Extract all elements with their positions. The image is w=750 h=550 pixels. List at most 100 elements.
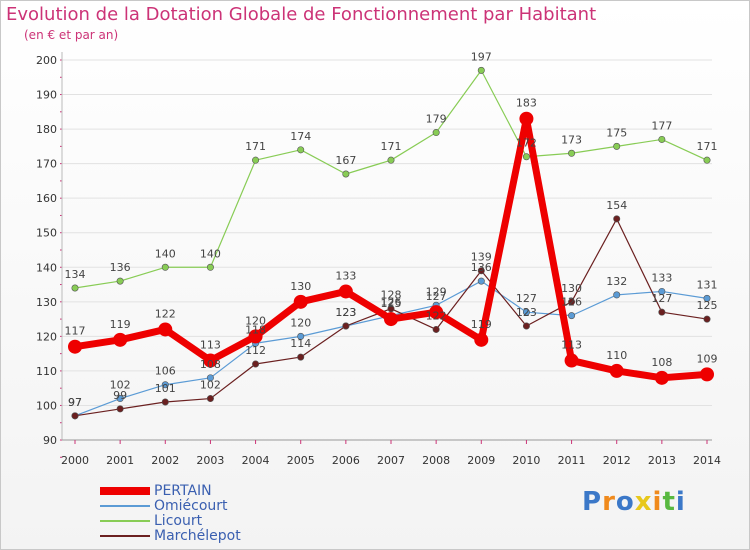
data-label-omiecourt: 102 [110,379,131,392]
y-tick-label: 150 [36,227,57,240]
x-tick-label: 2008 [422,454,450,467]
y-tick-label: 130 [36,296,57,309]
data-label-pertain: 133 [335,269,356,282]
data-point-pertain [293,294,308,309]
data-point-omiecourt [703,294,711,302]
data-point-omiecourt [477,277,485,285]
y-tick-label: 200 [36,54,57,67]
data-label-omiecourt: 108 [200,358,221,371]
data-label-omiecourt: 131 [697,278,718,291]
x-tick-label: 2003 [196,454,224,467]
data-label-pertain: 130 [290,280,311,293]
data-label-marchelepot: 114 [290,337,311,350]
data-label-licourt: 197 [471,50,492,63]
data-point-marchelepot [568,298,576,306]
data-label-pertain: 127 [426,290,447,303]
data-point-pertain [474,332,489,347]
data-point-pertain [338,284,353,299]
data-label-omiecourt: 126 [561,296,582,309]
data-label-marchelepot: 123 [335,306,356,319]
data-label-omiecourt: 133 [651,271,672,284]
data-point-pertain [429,305,444,320]
legend-label: Marchélepot [154,528,241,544]
x-tick-label: 2005 [287,454,315,467]
data-label-marchelepot: 125 [697,299,718,312]
data-point-licourt [71,284,79,292]
x-tick-label: 2004 [242,454,270,467]
data-point-pertain [248,329,263,344]
data-point-licourt [703,156,711,164]
data-point-pertain [203,353,218,368]
data-point-marchelepot [161,398,169,406]
data-point-pertain [519,111,534,126]
x-tick-label: 2010 [512,454,540,467]
data-point-marchelepot [206,395,214,403]
data-point-marchelepot [432,325,440,333]
data-label-marchelepot: 130 [561,282,582,295]
data-point-pertain [68,339,82,354]
data-point-licourt [568,149,576,157]
data-label-omiecourt: 127 [516,292,537,305]
data-point-omiecourt [297,332,305,340]
y-tick-label: 170 [36,158,57,171]
x-tick-label: 2014 [693,454,721,467]
x-tick-label: 2012 [603,454,631,467]
logo-letter: i [675,487,686,517]
logo-letter: P [582,487,603,517]
data-label-omiecourt: 118 [245,323,266,336]
data-label-omiecourt: 120 [290,316,311,329]
data-label-licourt: 171 [381,140,402,153]
legend-swatch [100,520,150,522]
data-point-licourt [342,170,350,178]
chart-title: Evolution de la Dotation Globale de Fonc… [6,4,597,25]
data-point-omiecourt [568,312,576,320]
data-label-omiecourt: 136 [471,261,492,274]
data-point-pertain [384,312,398,327]
data-point-licourt [252,156,260,164]
data-label-pertain: 109 [697,352,718,365]
data-label-licourt: 171 [245,140,266,153]
data-point-pertain [700,367,714,382]
data-label-licourt: 172 [516,137,537,150]
data-point-licourt [387,156,395,164]
data-point-marchelepot [342,322,350,330]
logo-letter: i [652,487,663,517]
data-label-licourt: 175 [606,126,627,139]
data-label-licourt: 167 [335,154,356,167]
data-label-pertain: 119 [110,318,131,331]
x-tick-label: 2013 [648,454,676,467]
legend-swatch [100,487,150,495]
data-label-marchelepot: 128 [381,289,402,302]
data-label-pertain: 110 [606,349,627,362]
data-label-pertain: 119 [471,318,492,331]
data-label-pertain: 120 [245,314,266,327]
x-tick-label: 2002 [151,454,179,467]
legend-swatch [100,535,150,537]
data-point-marchelepot [658,308,666,316]
data-point-licourt [658,135,666,143]
y-tick-label: 120 [36,330,57,343]
legend-label: Licourt [154,513,203,529]
data-label-pertain: 113 [200,339,221,352]
data-label-marchelepot: 99 [113,389,127,402]
data-label-pertain: 117 [65,325,86,338]
data-point-pertain [113,332,128,347]
data-point-licourt [477,66,485,74]
logo-letter: r [602,487,616,517]
data-point-omiecourt [116,395,124,403]
data-point-omiecourt [206,374,214,382]
data-label-omiecourt: 132 [606,275,627,288]
data-label-marchelepot: 122 [426,309,447,322]
x-tick-label: 2009 [467,454,495,467]
y-tick-label: 110 [36,365,57,378]
legend-label: PERTAIN [154,483,212,499]
data-label-marchelepot: 123 [516,306,537,319]
data-label-omiecourt: 123 [335,306,356,319]
data-point-licourt [522,153,530,161]
data-point-licourt [613,142,621,150]
data-point-pertain [564,353,579,368]
x-tick-label: 2011 [558,454,586,467]
data-label-pertain: 113 [561,339,582,352]
data-point-marchelepot [297,353,305,361]
